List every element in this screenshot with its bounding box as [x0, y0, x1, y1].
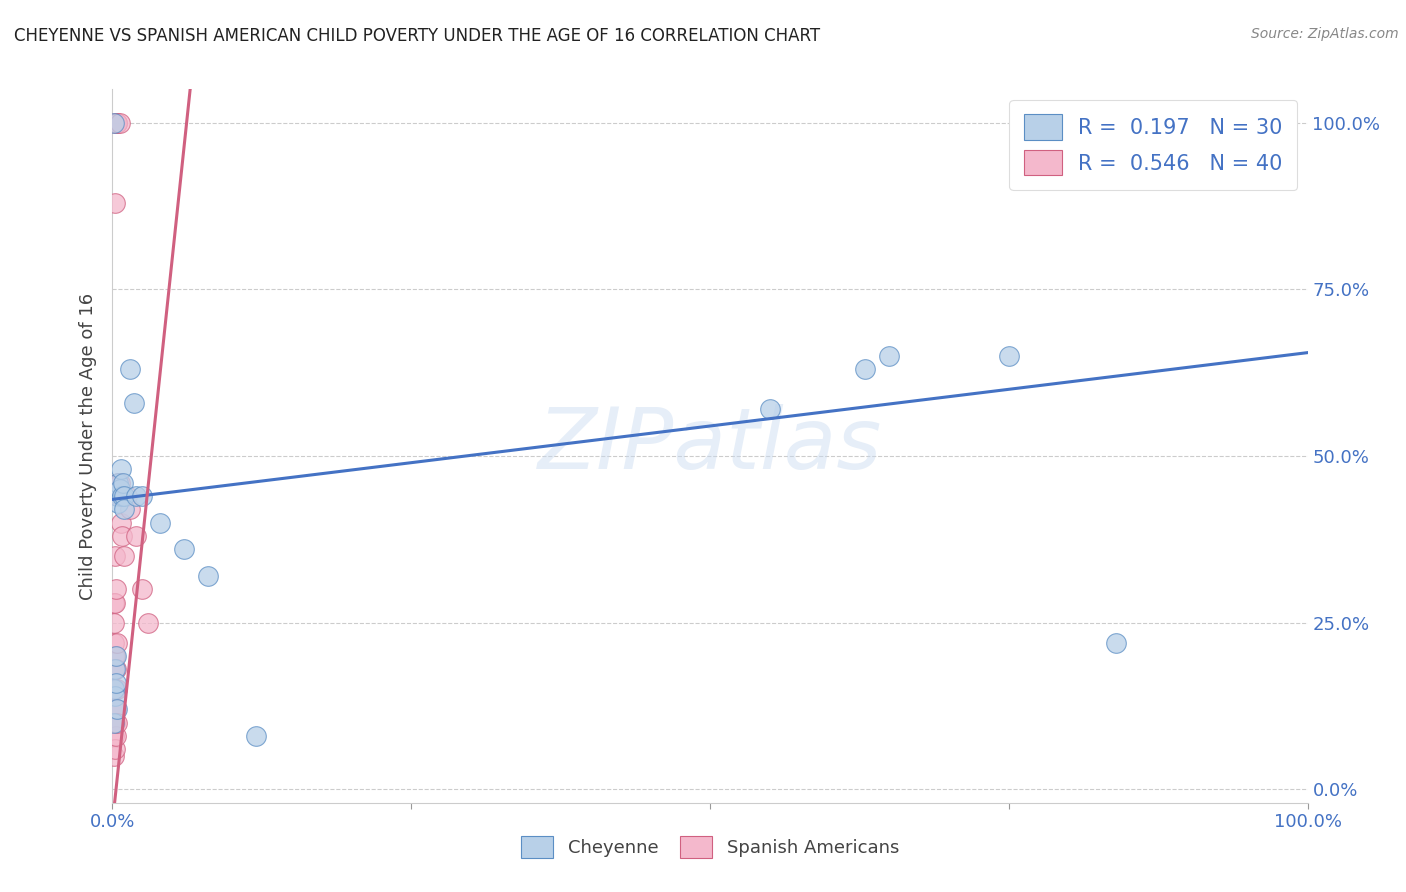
Point — [104, 682, 127, 697]
Point — [105, 662, 128, 676]
Point — [103, 662, 125, 676]
Point — [103, 682, 125, 697]
Point — [104, 195, 127, 210]
Point — [104, 115, 127, 129]
Point — [103, 615, 125, 630]
Point — [173, 542, 195, 557]
Point — [105, 715, 128, 730]
Point — [105, 582, 128, 597]
Point — [114, 489, 135, 503]
Point — [105, 115, 128, 129]
Point — [110, 516, 132, 530]
Point — [105, 115, 128, 129]
Text: ZIPatlas: ZIPatlas — [538, 404, 882, 488]
Point — [103, 749, 125, 764]
Point — [105, 675, 128, 690]
Point — [108, 115, 131, 129]
Point — [122, 395, 145, 409]
Point — [877, 349, 900, 363]
Point — [103, 649, 125, 664]
Point — [998, 349, 1021, 363]
Point — [107, 496, 129, 510]
Point — [112, 475, 135, 490]
Point — [114, 549, 135, 563]
Legend: Cheyenne, Spanish Americans: Cheyenne, Spanish Americans — [513, 829, 907, 865]
Point — [103, 636, 125, 650]
Point — [103, 715, 125, 730]
Point — [107, 475, 129, 490]
Point — [245, 729, 267, 743]
Text: CHEYENNE VS SPANISH AMERICAN CHILD POVERTY UNDER THE AGE OF 16 CORRELATION CHART: CHEYENNE VS SPANISH AMERICAN CHILD POVER… — [14, 27, 820, 45]
Point — [108, 489, 131, 503]
Point — [131, 489, 153, 503]
Point — [105, 636, 128, 650]
Point — [103, 682, 125, 697]
Point — [111, 529, 134, 543]
Point — [853, 362, 877, 376]
Point — [104, 742, 127, 756]
Point — [107, 475, 129, 490]
Point — [131, 582, 153, 597]
Point — [103, 715, 125, 730]
Point — [105, 649, 128, 664]
Point — [1105, 636, 1128, 650]
Point — [108, 475, 131, 490]
Point — [120, 362, 142, 376]
Point — [105, 682, 128, 697]
Point — [104, 715, 127, 730]
Point — [105, 729, 128, 743]
Point — [105, 702, 128, 716]
Point — [138, 615, 160, 630]
Point — [104, 662, 127, 676]
Point — [107, 489, 129, 503]
Point — [114, 502, 135, 516]
Point — [103, 729, 125, 743]
Point — [103, 596, 125, 610]
Point — [120, 502, 142, 516]
Point — [108, 483, 131, 497]
Point — [111, 489, 134, 503]
Point — [105, 489, 128, 503]
Point — [103, 115, 125, 129]
Point — [125, 529, 148, 543]
Point — [125, 489, 148, 503]
Point — [197, 569, 219, 583]
Point — [115, 489, 138, 503]
Point — [104, 689, 127, 703]
Point — [149, 516, 172, 530]
Point — [110, 462, 132, 476]
Point — [104, 549, 127, 563]
Text: Source: ZipAtlas.com: Source: ZipAtlas.com — [1251, 27, 1399, 41]
Point — [104, 649, 127, 664]
Point — [104, 596, 127, 610]
Point — [103, 702, 125, 716]
Y-axis label: Child Poverty Under the Age of 16: Child Poverty Under the Age of 16 — [79, 293, 97, 599]
Point — [759, 402, 782, 417]
Point — [105, 702, 128, 716]
